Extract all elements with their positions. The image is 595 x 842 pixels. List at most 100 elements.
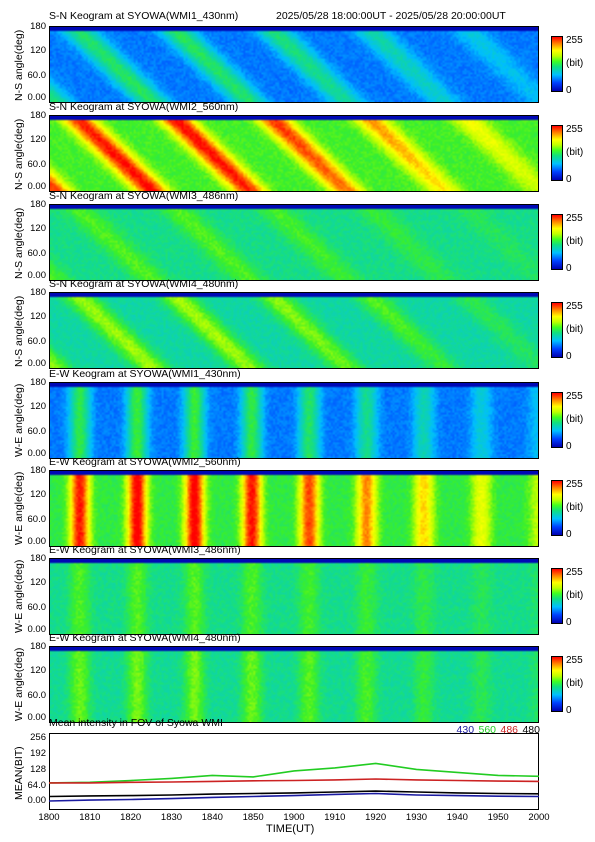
xtick-label: 1930 bbox=[405, 812, 428, 823]
colorbar-unit: (bit) bbox=[566, 58, 584, 69]
xtick-label: 1840 bbox=[201, 812, 223, 823]
ytick-label: 60.0 bbox=[27, 514, 47, 525]
ytick-label: 60.0 bbox=[27, 336, 47, 347]
colorbar bbox=[551, 302, 563, 358]
colorbar-max: 255 bbox=[566, 391, 583, 402]
panel-ylabel: N-S angle(deg) bbox=[13, 118, 25, 190]
colorbar-max: 255 bbox=[566, 301, 583, 312]
mean-panel-title: Mean intensity in FOV of Syowa WMI bbox=[49, 717, 223, 729]
colorbar-unit: (bit) bbox=[566, 502, 584, 513]
keogram-canvas bbox=[50, 647, 538, 722]
mean-intensity-plot bbox=[49, 733, 539, 810]
ytick-label: 0.00 bbox=[27, 712, 47, 723]
panel-title: S-N Keogram at SYOWA(WMI4_480nm) bbox=[49, 278, 239, 290]
colorbar bbox=[551, 656, 563, 712]
colorbar-max: 255 bbox=[566, 124, 583, 135]
xtick-label: 1940 bbox=[446, 812, 468, 823]
ytick-label: 60.0 bbox=[27, 602, 47, 613]
keogram-canvas bbox=[50, 471, 538, 546]
xtick-label: 1910 bbox=[324, 812, 346, 823]
xtick-label: 1950 bbox=[487, 812, 509, 823]
colorbar-max: 255 bbox=[566, 213, 583, 224]
series-line-480 bbox=[49, 790, 539, 798]
colorbar-max: 255 bbox=[566, 479, 583, 490]
keogram-canvas bbox=[50, 383, 538, 458]
xtick-label: 2000 bbox=[528, 812, 550, 823]
ytick-label: 120 bbox=[30, 489, 46, 500]
panel-ylabel: W-E angle(deg) bbox=[13, 383, 25, 457]
time-range: 2025/05/28 18:00:00UT - 2025/05/28 20:00… bbox=[276, 10, 506, 22]
keogram-image bbox=[49, 382, 539, 459]
panel-title: E-W Keogram at SYOWA(WMI1_430nm) bbox=[49, 368, 241, 380]
keogram-image bbox=[49, 26, 539, 103]
ytick-label: 60.0 bbox=[27, 248, 47, 259]
ytick-label: 180 bbox=[30, 553, 46, 564]
xtick-label: 1800 bbox=[38, 812, 60, 823]
ytick-label: 0.00 bbox=[27, 92, 47, 103]
colorbar-unit: (bit) bbox=[566, 147, 584, 158]
ytick-label: 180 bbox=[30, 199, 46, 210]
ytick-label: 120 bbox=[30, 45, 46, 56]
keogram-canvas bbox=[50, 27, 538, 102]
series-line-486 bbox=[49, 778, 539, 784]
ytick-label: 180 bbox=[30, 377, 46, 388]
ytick-label: 120 bbox=[30, 665, 46, 676]
colorbar-min: 0 bbox=[566, 263, 572, 274]
colorbar-max: 255 bbox=[566, 35, 583, 46]
ytick-label: 180 bbox=[30, 21, 46, 32]
panel-title: E-W Keogram at SYOWA(WMI3_486nm) bbox=[49, 544, 241, 556]
ytick-label: 60.0 bbox=[27, 690, 47, 701]
keogram-image bbox=[49, 204, 539, 281]
colorbar bbox=[551, 568, 563, 624]
colorbar-min: 0 bbox=[566, 705, 572, 716]
ytick-label: 120 bbox=[30, 134, 46, 145]
colorbar-min: 0 bbox=[566, 351, 572, 362]
ytick-label: 120 bbox=[30, 311, 46, 322]
xtick-label: 1900 bbox=[283, 812, 305, 823]
colorbar bbox=[551, 125, 563, 181]
panel-ylabel: N-S angle(deg) bbox=[13, 29, 25, 101]
colorbar bbox=[551, 392, 563, 448]
ytick-label: 60.0 bbox=[27, 426, 47, 437]
ytick-label: 120 bbox=[30, 401, 46, 412]
keogram-canvas bbox=[50, 116, 538, 191]
ytick-label: 180 bbox=[30, 641, 46, 652]
xtick-label: 1920 bbox=[365, 812, 387, 823]
ytick-label: 0.00 bbox=[27, 181, 47, 192]
keogram-image bbox=[49, 558, 539, 635]
ytick-label: 0.00 bbox=[27, 536, 47, 547]
xtick-label: 1810 bbox=[79, 812, 101, 823]
colorbar-min: 0 bbox=[566, 85, 572, 96]
panel-ylabel: N-S angle(deg) bbox=[13, 207, 25, 279]
colorbar-max: 255 bbox=[566, 567, 583, 578]
colorbar-max: 255 bbox=[566, 655, 583, 666]
xtick-label: 1820 bbox=[120, 812, 142, 823]
ytick-label: 180 bbox=[30, 110, 46, 121]
colorbar-unit: (bit) bbox=[566, 678, 584, 689]
panel-title: S-N Keogram at SYOWA(WMI2_560nm) bbox=[49, 101, 239, 113]
colorbar-unit: (bit) bbox=[566, 236, 584, 247]
ytick-label: 120 bbox=[30, 223, 46, 234]
ytick-label: 0.00 bbox=[27, 624, 47, 635]
plot-frame bbox=[49, 733, 539, 810]
colorbar bbox=[551, 36, 563, 92]
colorbar bbox=[551, 480, 563, 536]
keogram-image bbox=[49, 470, 539, 547]
ytick-label: 0.00 bbox=[27, 448, 47, 459]
xtick-label: 1830 bbox=[160, 812, 183, 823]
keogram-image bbox=[49, 292, 539, 369]
mean-ytick-label: 192 bbox=[30, 748, 46, 759]
mean-ytick-label: 128 bbox=[30, 764, 46, 775]
mean-ytick-label: 256 bbox=[30, 732, 46, 743]
panel-ylabel: W-E angle(deg) bbox=[13, 647, 25, 721]
xtick-label: 1850 bbox=[242, 812, 264, 823]
panel-ylabel: W-E angle(deg) bbox=[13, 471, 25, 545]
panel-ylabel: N-S angle(deg) bbox=[13, 295, 25, 367]
colorbar-min: 0 bbox=[566, 174, 572, 185]
panel-ylabel: W-E angle(deg) bbox=[13, 559, 25, 633]
panel-title: S-N Keogram at SYOWA(WMI3_486nm) bbox=[49, 190, 239, 202]
ytick-label: 0.00 bbox=[27, 358, 47, 369]
series-line-430 bbox=[49, 792, 539, 802]
x-axis-label: TIME(UT) bbox=[266, 823, 315, 835]
keogram-image bbox=[49, 646, 539, 723]
